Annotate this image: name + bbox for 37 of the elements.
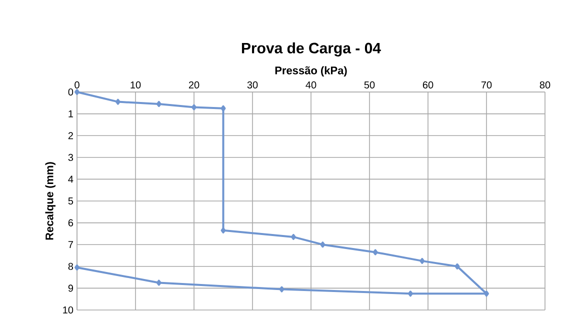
point — [279, 286, 284, 292]
y-tick-label: 6 — [68, 219, 74, 226]
x-tick-label: 50 — [364, 81, 375, 88]
point — [115, 98, 120, 105]
x-tick-label: 0 — [74, 81, 80, 88]
x-tick-label: 40 — [306, 81, 316, 88]
x-tick-label: 80 — [540, 81, 550, 88]
x-axis-title: Pressão (kPa) — [275, 66, 347, 77]
y-tick-label: 3 — [68, 154, 74, 161]
y-tick-label: 2 — [68, 132, 73, 140]
point — [420, 258, 425, 264]
point — [290, 234, 296, 240]
y-tick-label: 4 — [68, 176, 74, 183]
chart-title: Prova de Carga - 04 — [242, 42, 381, 56]
point — [74, 88, 80, 95]
point — [156, 280, 162, 286]
y-axis-title: Recalque (mm) — [45, 162, 56, 240]
point — [454, 263, 460, 270]
y-tick-label: 8 — [68, 262, 74, 270]
point — [408, 290, 413, 297]
y-tick-label: 10 — [63, 306, 74, 314]
y-tick-label: 5 — [68, 198, 74, 204]
point — [74, 264, 80, 270]
x-tick-label: 70 — [481, 81, 492, 88]
y-tick-label: 7 — [68, 241, 73, 248]
point — [372, 249, 378, 256]
x-tick-label: 20 — [188, 81, 200, 88]
x-tick-label: 60 — [422, 81, 434, 88]
y-tick-label: 9 — [68, 284, 74, 292]
y-tick-label: 0 — [68, 88, 74, 96]
point — [220, 105, 226, 112]
point — [192, 104, 197, 110]
point — [320, 242, 326, 248]
x-tick-label: 10 — [130, 81, 141, 88]
x-tick-label: 30 — [247, 81, 258, 88]
y-tick-label: 1 — [68, 110, 73, 118]
point — [156, 100, 162, 107]
